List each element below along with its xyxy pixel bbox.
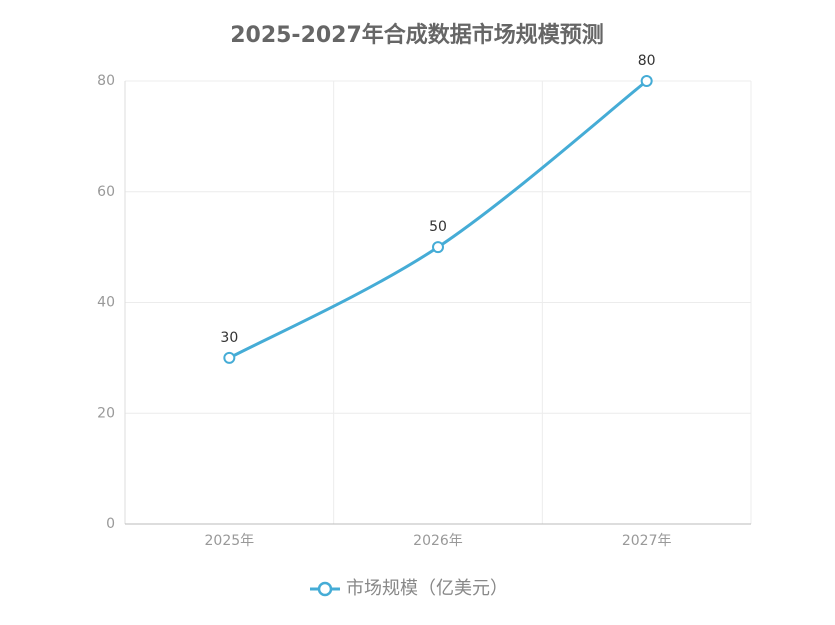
y-tick-label: 20	[97, 405, 115, 421]
point	[223, 351, 236, 364]
chart-title: 2025-2027年合成数据市场规模预测	[230, 22, 604, 48]
data-label: 50	[429, 219, 447, 235]
point	[640, 75, 653, 87]
x-tick-label: 2025年	[205, 533, 255, 549]
legend-marker	[317, 581, 333, 597]
x-tick-label: 2027年	[622, 533, 672, 549]
data-label: 80	[638, 53, 656, 69]
legend-label: 市场规模（亿美元）	[346, 578, 508, 599]
y-tick-label: 0	[106, 516, 115, 532]
y-tick-label: 40	[97, 295, 115, 311]
point	[432, 241, 444, 254]
data-label: 30	[220, 330, 238, 346]
x-tick-label: 2026年	[413, 533, 463, 549]
y-tick-label: 80	[97, 73, 115, 89]
y-tick-label: 60	[97, 184, 115, 200]
